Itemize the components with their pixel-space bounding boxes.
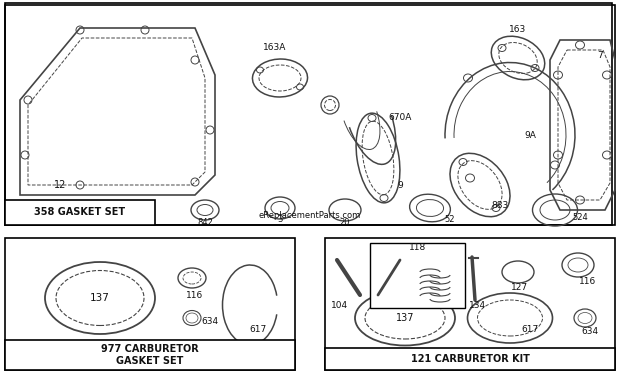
Text: 163: 163 — [510, 25, 526, 34]
Text: 634: 634 — [582, 328, 598, 337]
Text: 7: 7 — [597, 50, 603, 59]
Polygon shape — [325, 238, 615, 370]
Text: 634: 634 — [202, 318, 219, 327]
Text: 127: 127 — [512, 283, 529, 292]
Text: 358 GASKET SET: 358 GASKET SET — [35, 207, 126, 217]
Polygon shape — [370, 243, 465, 308]
Text: 9A: 9A — [524, 131, 536, 140]
Text: 20: 20 — [340, 218, 350, 227]
Text: 670A: 670A — [388, 113, 412, 123]
Text: 977 CARBURETOR
GASKET SET: 977 CARBURETOR GASKET SET — [101, 344, 199, 366]
Text: 134: 134 — [469, 300, 487, 310]
Text: 137: 137 — [396, 313, 414, 323]
Text: 617: 617 — [249, 325, 267, 334]
Text: 12: 12 — [54, 180, 66, 190]
Text: 104: 104 — [332, 300, 348, 310]
Text: 3: 3 — [277, 215, 283, 224]
Text: 52: 52 — [445, 215, 455, 224]
Text: 842: 842 — [197, 218, 213, 227]
Text: 163A: 163A — [264, 43, 286, 52]
Polygon shape — [5, 200, 155, 225]
Polygon shape — [325, 348, 615, 370]
Text: eReplacementParts.com: eReplacementParts.com — [259, 211, 361, 220]
Text: 617: 617 — [521, 325, 539, 334]
Text: 9: 9 — [397, 181, 403, 190]
Text: 883: 883 — [492, 200, 508, 209]
Text: 524: 524 — [572, 214, 588, 223]
Text: 116: 116 — [187, 291, 203, 300]
Text: 116: 116 — [579, 278, 596, 286]
Polygon shape — [5, 238, 295, 370]
Polygon shape — [5, 340, 295, 370]
Text: 118: 118 — [409, 243, 427, 252]
Text: 137: 137 — [90, 293, 110, 303]
FancyBboxPatch shape — [5, 3, 612, 225]
Text: 121 CARBURETOR KIT: 121 CARBURETOR KIT — [410, 354, 529, 364]
